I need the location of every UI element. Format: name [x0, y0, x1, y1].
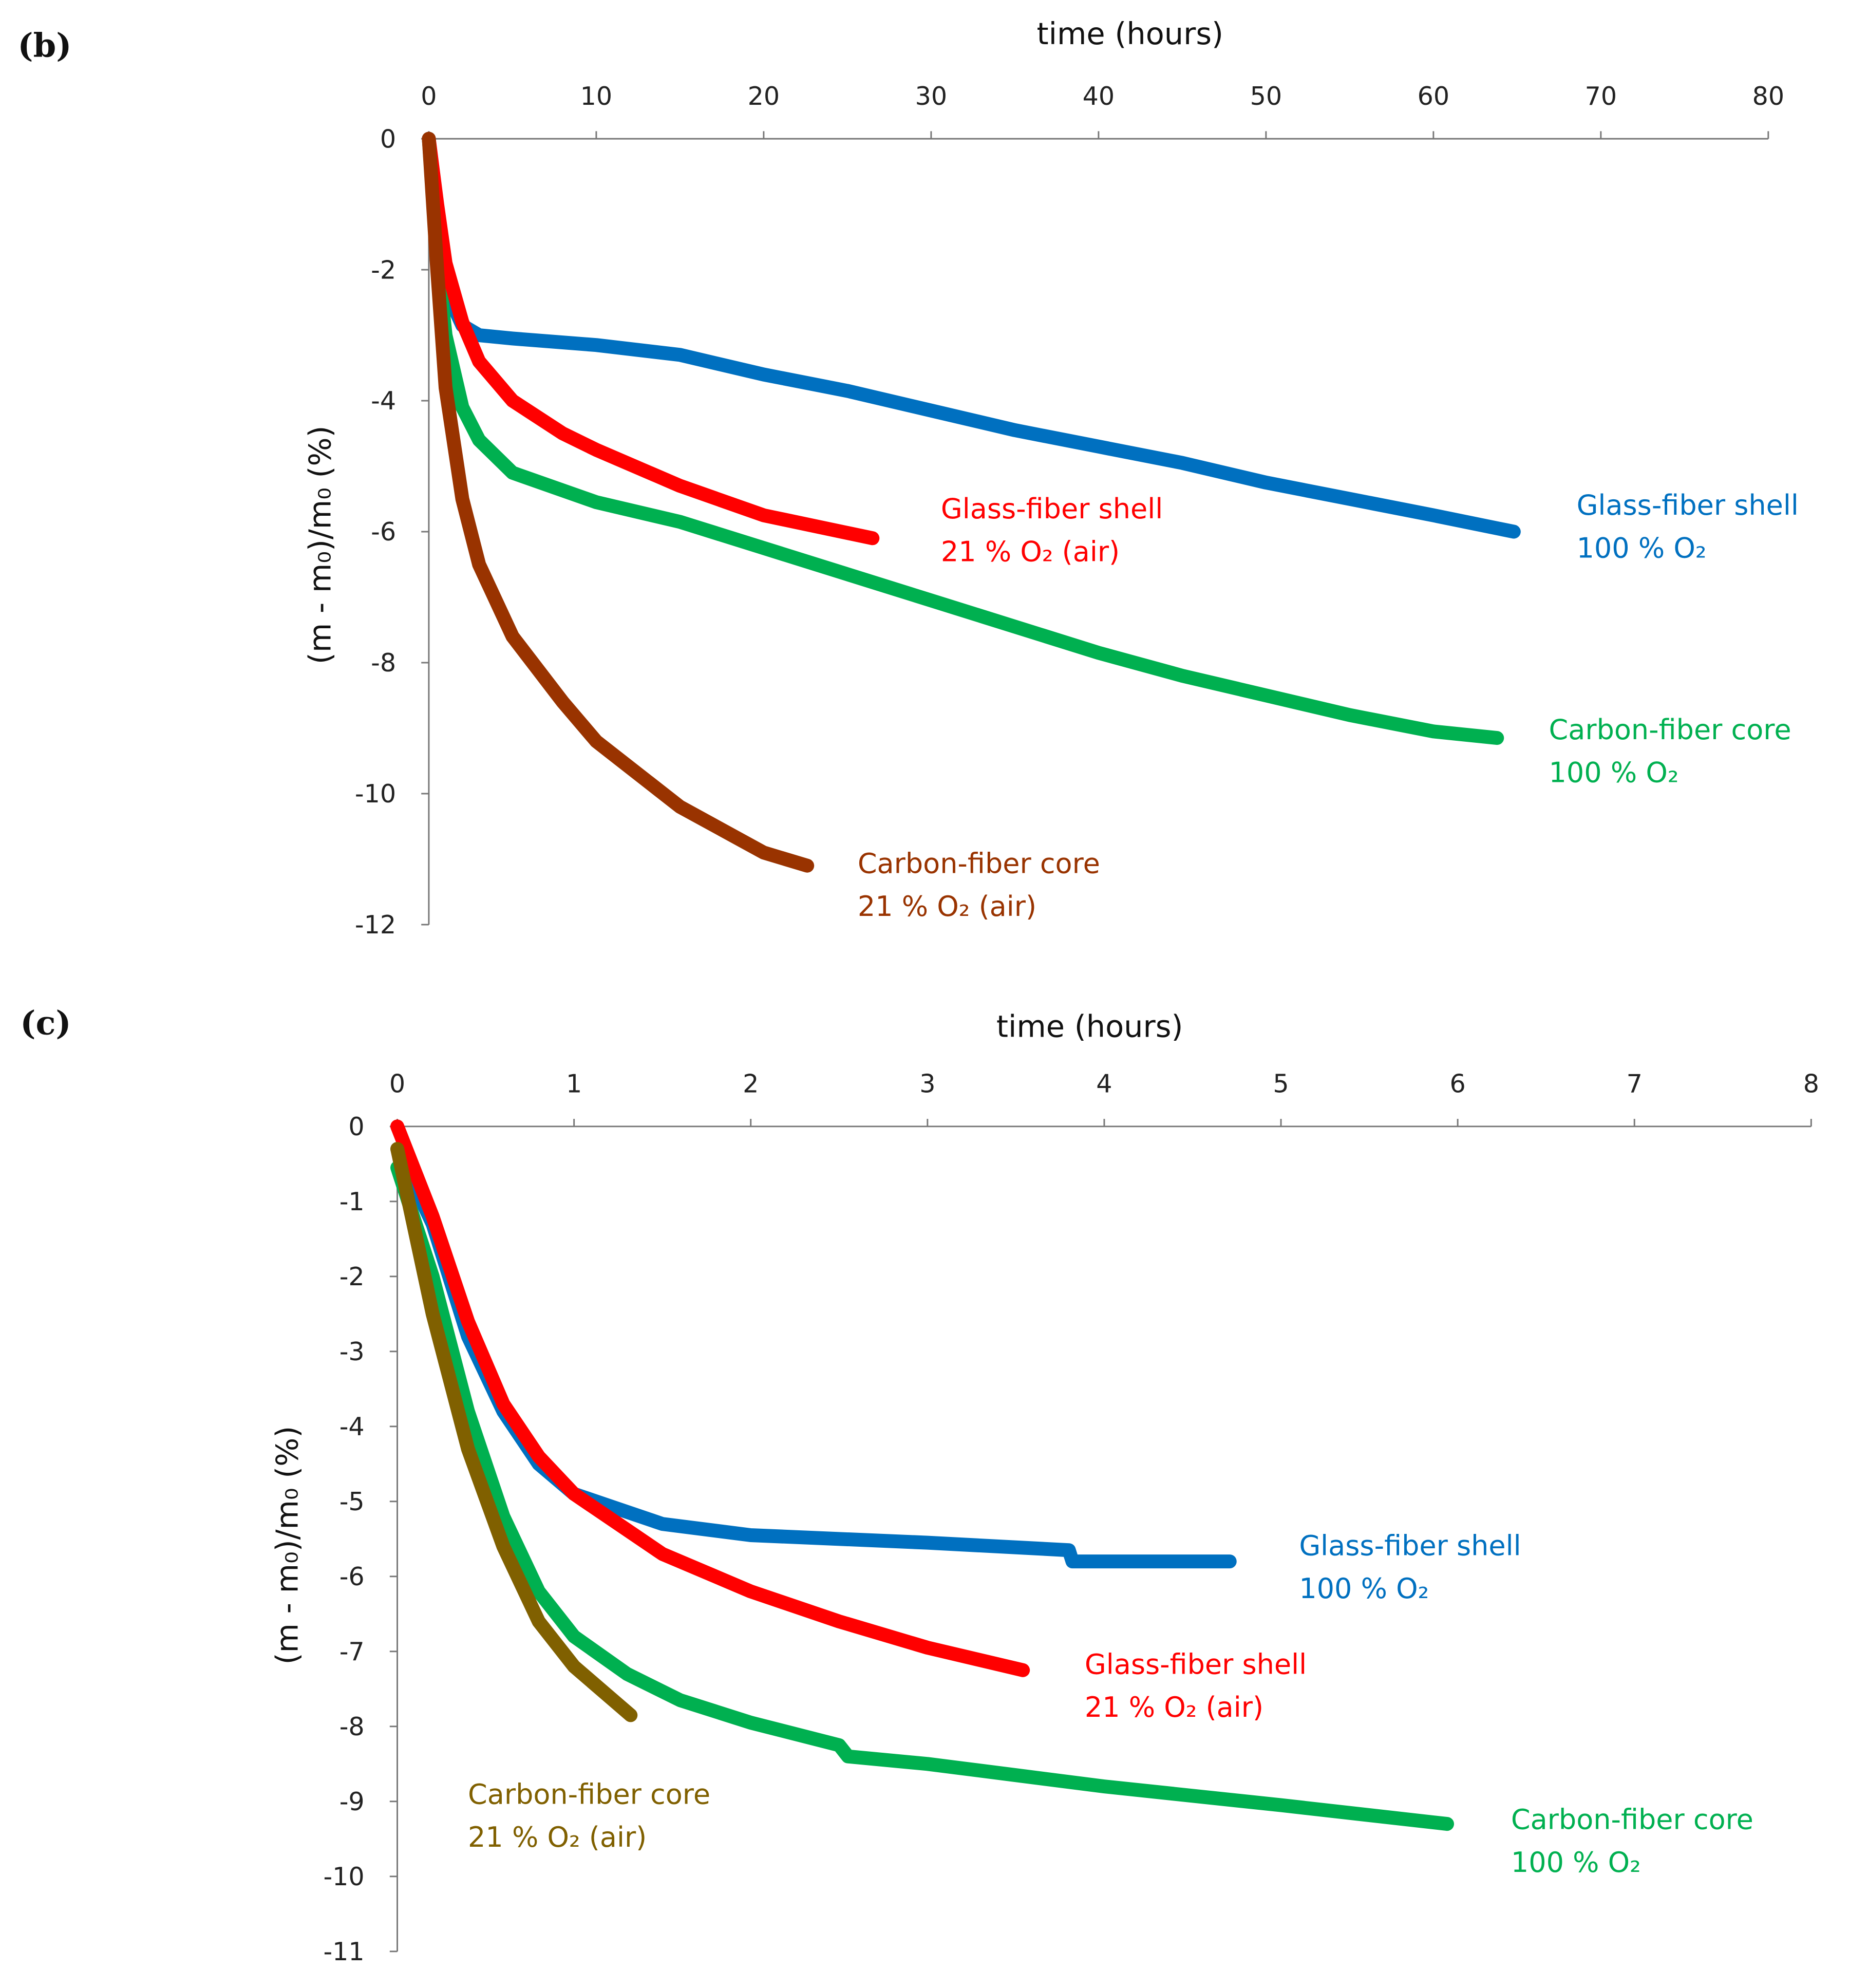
x-tick-label: 70 — [1585, 81, 1617, 111]
series-label: Carbon-fiber core — [1549, 714, 1791, 746]
x-tick-label: 10 — [580, 81, 613, 111]
chart-c: (c) time (hours) (m - m₀)/m₀ (%) 0 1 2 3 4 5 6 7 8 0… — [20, 1004, 1819, 1966]
y-tick-label: -12 — [355, 910, 396, 940]
series-label: Glass-fiber shell — [1085, 1648, 1307, 1681]
chart-b: (b) time (hours) (m - m₀)/m₀ (%) 0 10 20 30 40 5… — [17, 16, 1799, 940]
y-tick-label: -2 — [339, 1262, 365, 1291]
series-label: 100 % O₂ — [1577, 532, 1707, 564]
y-axis-title: (m - m₀)/m₀ (%) — [270, 1426, 305, 1665]
x-tick-label: 60 — [1418, 81, 1450, 111]
y-tick-label: 0 — [348, 1112, 364, 1141]
y-tick-label: -8 — [371, 648, 396, 678]
series-line — [390, 1142, 1237, 1569]
x-tick-label: 0 — [421, 81, 437, 111]
series-label: 21 % O₂ (air) — [941, 536, 1120, 568]
series-label: 100 % O₂ — [1511, 1846, 1641, 1879]
y-tick-label: -10 — [323, 1862, 364, 1891]
y-tick-label: -6 — [371, 517, 396, 547]
series-label: Glass-fiber shell — [1577, 489, 1799, 521]
x-tick-label: 4 — [1096, 1069, 1112, 1099]
series-label: Glass-fiber shell — [1299, 1530, 1521, 1562]
series-label: 21 % O₂ (air) — [858, 890, 1036, 923]
y-tick-label: -8 — [339, 1712, 365, 1741]
x-tick-label: 5 — [1273, 1069, 1289, 1099]
series-label: Glass-fiber shell — [941, 493, 1163, 525]
x-tick-label: 8 — [1803, 1069, 1819, 1099]
x-tick-label: 20 — [748, 81, 780, 111]
y-tick-label: 0 — [380, 124, 396, 154]
series-line — [390, 1160, 1454, 1831]
y-tick-label: -4 — [339, 1412, 365, 1441]
series-label: 21 % O₂ (air) — [1085, 1691, 1263, 1723]
series-line — [422, 132, 1504, 745]
x-tick-label: 6 — [1450, 1069, 1466, 1099]
series-line — [422, 132, 1521, 539]
series-label: 100 % O₂ — [1549, 756, 1679, 789]
series-line — [422, 132, 880, 546]
y-tick-label: -5 — [339, 1487, 365, 1516]
y-tick-label: -2 — [371, 255, 396, 285]
panel-label: (c) — [20, 1004, 71, 1043]
series-label: Carbon-fiber core — [1511, 1804, 1753, 1836]
x-tick-label: 0 — [389, 1069, 405, 1099]
y-tick-label: -6 — [339, 1562, 365, 1591]
x-axis-title: time (hours) — [996, 1008, 1183, 1044]
y-tick-label: -4 — [371, 386, 396, 416]
y-tick-label: -3 — [339, 1337, 365, 1366]
x-tick-label: 40 — [1083, 81, 1115, 111]
y-tick-label: -11 — [323, 1937, 364, 1966]
series-label: 21 % O₂ (air) — [468, 1821, 647, 1853]
x-tick-label: 50 — [1250, 81, 1282, 111]
x-tick-label: 80 — [1752, 81, 1785, 111]
series-line — [390, 1142, 638, 1722]
panel-label: (b) — [17, 27, 71, 65]
series-label: Carbon-fiber core — [858, 847, 1100, 879]
x-axis-title: time (hours) — [1037, 16, 1224, 51]
x-tick-label: 7 — [1627, 1069, 1643, 1099]
series-line — [390, 1119, 1030, 1677]
x-tick-label: 1 — [566, 1069, 582, 1099]
x-tick-label: 3 — [919, 1069, 935, 1099]
x-tick-label: 30 — [915, 81, 948, 111]
y-tick-label: -1 — [339, 1187, 365, 1216]
series-label: Carbon-fiber core — [468, 1778, 710, 1810]
x-tick-label: 2 — [743, 1069, 759, 1099]
y-tick-label: -7 — [339, 1637, 365, 1666]
y-tick-label: -10 — [355, 779, 396, 809]
y-tick-label: -9 — [339, 1787, 365, 1816]
y-axis-title: (m - m₀)/m₀ (%) — [302, 425, 337, 664]
series-line — [422, 132, 815, 873]
series-label: 100 % O₂ — [1299, 1572, 1429, 1605]
